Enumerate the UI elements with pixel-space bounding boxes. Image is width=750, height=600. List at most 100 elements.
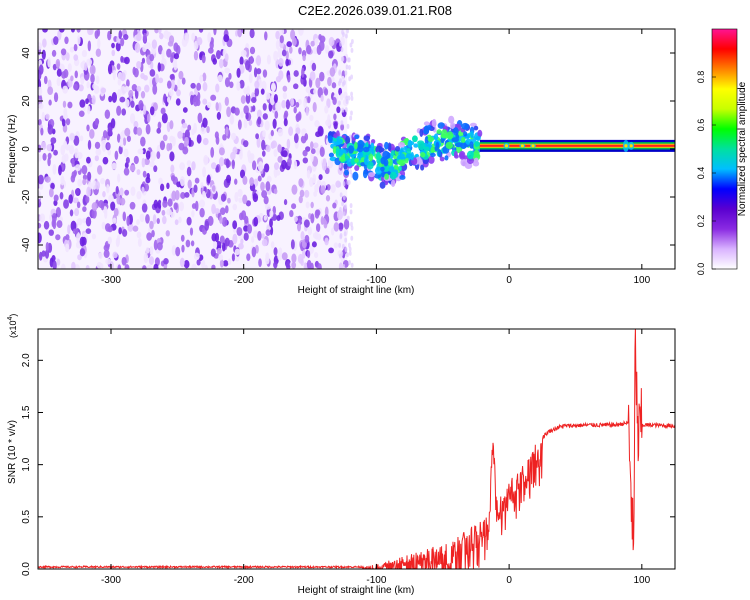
noise-blob	[234, 191, 239, 203]
noise-blob	[252, 105, 256, 112]
snr-y-label: SNR (10 * v/v)	[7, 420, 18, 484]
noise-blob	[232, 146, 238, 155]
noise-blob	[174, 219, 179, 226]
noise-blob	[173, 42, 179, 52]
noise-blob	[133, 155, 139, 165]
noise-blob	[328, 50, 334, 59]
noise-blob	[243, 232, 249, 241]
noise-blob	[249, 29, 255, 39]
noise-blob	[107, 236, 112, 245]
noise-blob	[293, 160, 298, 170]
noise-blob	[159, 33, 164, 40]
noise-blob	[38, 42, 43, 50]
turbulent-blob	[354, 158, 359, 163]
noise-blob	[50, 137, 57, 144]
noise-fringe-blob	[338, 100, 341, 106]
turbulent-blob	[399, 175, 406, 180]
noise-blob	[160, 183, 165, 192]
noise-blob	[197, 112, 203, 124]
noise-blob	[174, 190, 180, 201]
noise-blob	[116, 63, 121, 70]
snr-frame	[37, 328, 676, 570]
noise-blob	[331, 82, 337, 89]
noise-blob	[257, 116, 262, 125]
noise-blob	[273, 162, 280, 171]
noise-blob	[129, 201, 136, 210]
noise-fringe-blob	[339, 41, 342, 47]
noise-blob	[79, 135, 84, 142]
noise-blob	[219, 235, 225, 244]
noise-blob	[220, 193, 227, 202]
turbulent-blob	[454, 142, 463, 148]
turbulent-blob	[441, 129, 448, 139]
noise-blob	[76, 218, 83, 226]
noise-blob	[186, 160, 192, 167]
noise-blob	[69, 132, 75, 142]
noise-blob	[120, 197, 126, 206]
noise-blob	[118, 145, 123, 155]
noise-blob	[96, 165, 103, 175]
noise-blob	[255, 55, 262, 66]
noise-blob	[108, 194, 114, 203]
noise-blob	[237, 119, 242, 130]
noise-blob	[315, 209, 321, 216]
noise-blob	[266, 54, 271, 65]
noise-blob	[333, 113, 337, 121]
noise-blob	[191, 32, 196, 42]
snr-scale-exponent: 4	[7, 316, 14, 320]
noise-blob	[310, 141, 314, 149]
noise-blob	[60, 175, 65, 186]
noise-blob	[65, 118, 71, 126]
noise-blob	[72, 197, 79, 204]
noise-blob	[224, 67, 231, 74]
noise-fringe-blob	[340, 47, 344, 53]
noise-blob	[214, 131, 219, 139]
noise-blob	[314, 37, 319, 46]
spectrogram-y-tick-label: 0	[21, 146, 32, 152]
noise-blob	[210, 162, 217, 170]
noise-blob	[198, 29, 204, 33]
noise-blob	[291, 37, 297, 47]
noise-blob	[52, 63, 57, 71]
turbulent-blob	[423, 128, 430, 135]
turbulent-blob	[436, 129, 442, 135]
noise-blob	[303, 219, 310, 228]
noise-blob	[116, 238, 120, 247]
noise-blob	[104, 223, 111, 232]
noise-blob	[227, 258, 232, 265]
noise-blob	[91, 208, 97, 219]
noise-blob	[272, 118, 277, 129]
noise-blob	[120, 37, 125, 47]
colorbar-tick-label: 0.6	[696, 119, 706, 132]
noise-blob	[133, 68, 139, 78]
noise-blob	[313, 191, 318, 197]
noise-blob	[269, 94, 275, 106]
noise-blob	[196, 134, 202, 144]
noise-blob	[191, 263, 197, 269]
noise-blob	[59, 29, 65, 33]
noise-blob	[132, 225, 139, 232]
snr-x-tick-label: -200	[234, 575, 254, 586]
noise-fringe-blob	[339, 206, 342, 212]
noise-blob	[248, 73, 253, 84]
snr-x-tick-label: -100	[366, 575, 386, 586]
turbulent-blob	[335, 146, 340, 156]
noise-blob	[95, 148, 102, 156]
noise-blob	[285, 261, 291, 269]
noise-blob	[45, 241, 50, 252]
noise-blob	[239, 169, 246, 179]
noise-blob	[245, 93, 251, 104]
noise-blob	[270, 129, 274, 137]
turbulent-blob	[437, 149, 442, 157]
noise-blob	[249, 177, 254, 186]
noise-blob	[94, 30, 99, 39]
turbulent-blob	[435, 141, 440, 151]
noise-blob	[79, 99, 86, 108]
noise-blob	[194, 177, 200, 184]
noise-blob	[232, 233, 238, 245]
noise-blob	[65, 234, 70, 241]
noise-blob	[340, 123, 345, 131]
noise-blob	[202, 72, 207, 82]
noise-blob	[224, 53, 229, 62]
colorbar-tick-label: 0.2	[696, 215, 706, 228]
